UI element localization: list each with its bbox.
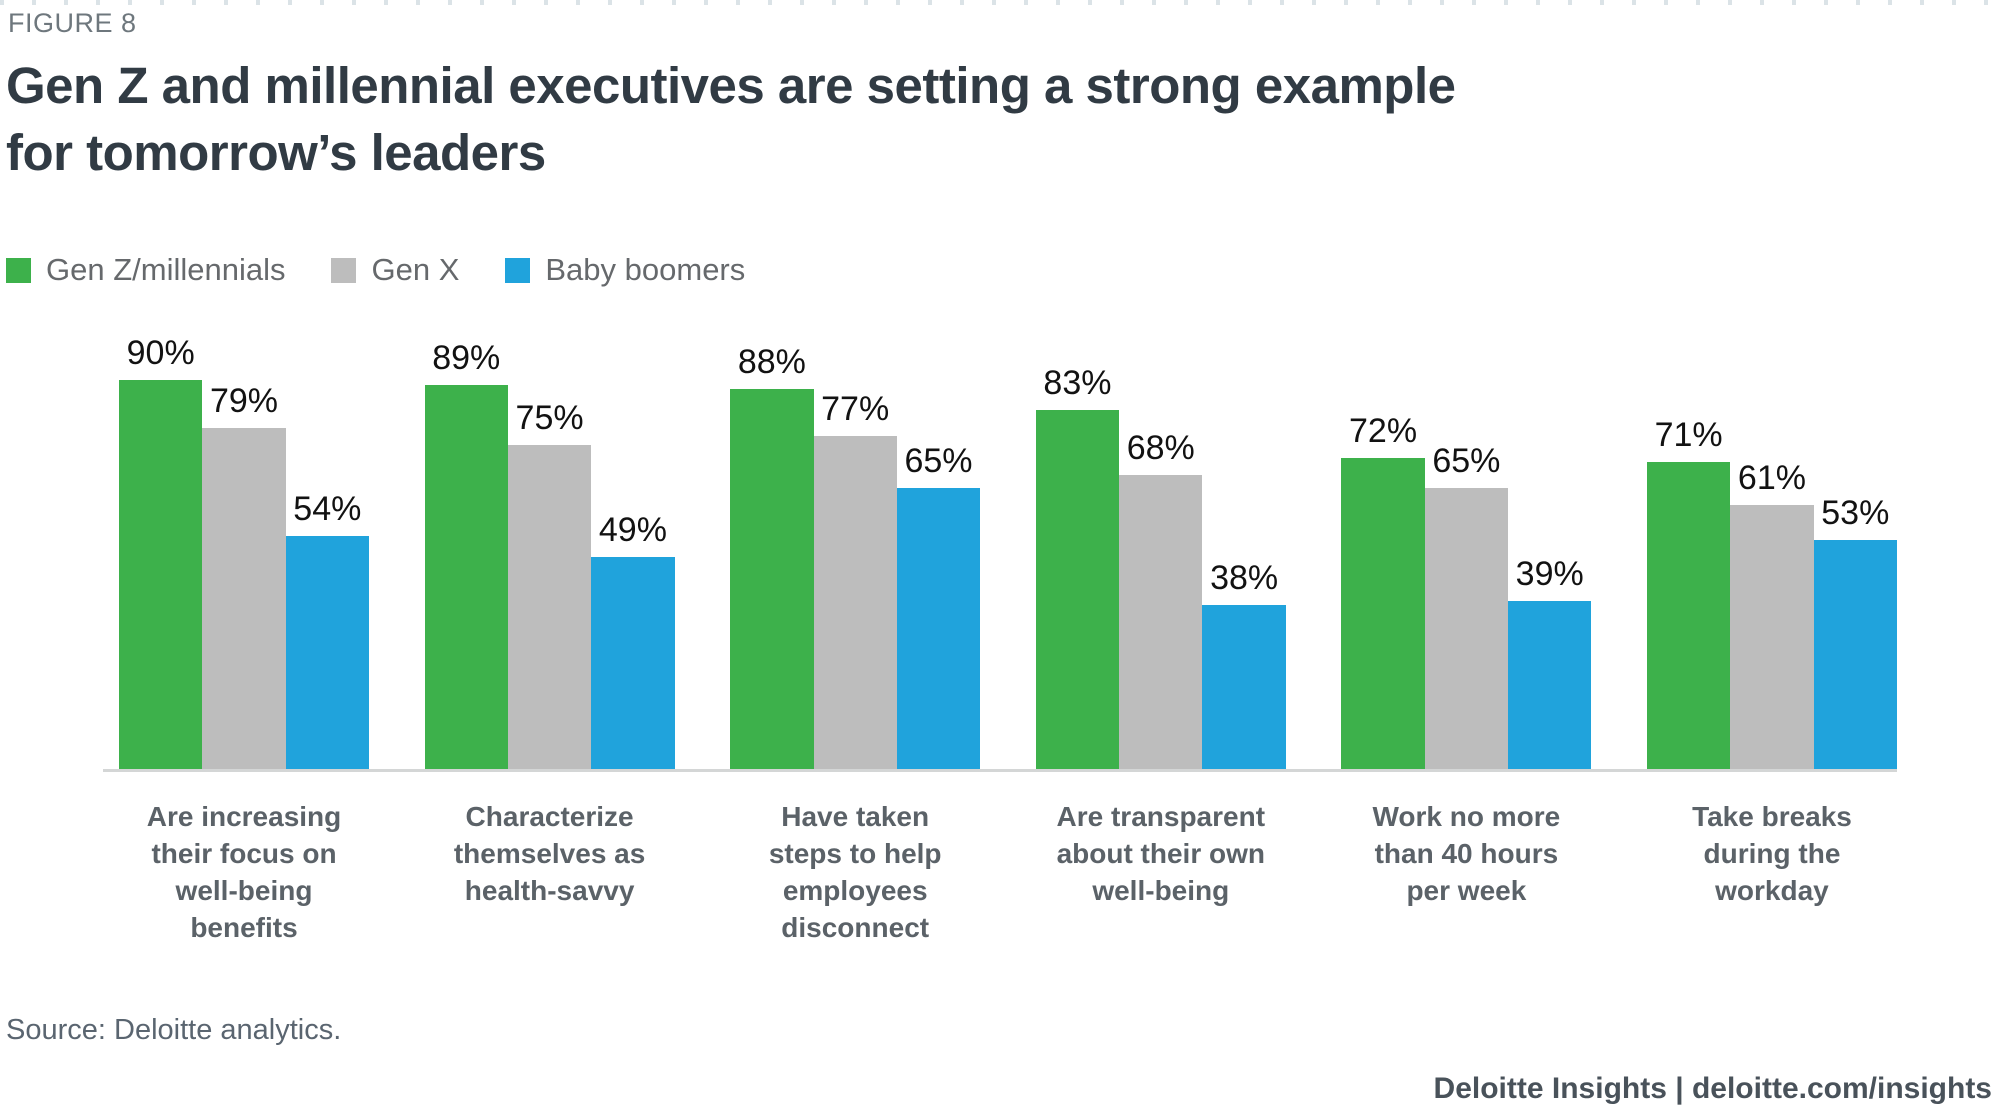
bar-value-label: 88% [737,343,806,381]
bar-value-label: 79% [209,382,279,420]
bar-value-label: 39% [1515,555,1584,593]
legend-swatch-green [6,257,31,283]
chart-title: Gen Z and millennial executives are sett… [6,57,1456,182]
legend-item-gen-x: Gen X [331,252,459,288]
bar: 72% [1341,412,1425,769]
bar-value-label: 77% [821,390,890,428]
bar-chart-plot-area: 90% 79% 54% 89% 75% 49% 88% 77% 65% 83% 68% 38% 72% 6… [103,334,1897,772]
bar: 79% [202,382,286,769]
bar: 61% [1730,459,1814,769]
category-label: Are increasing their focus on well-being… [146,801,342,943]
bar-value-label: 65% [1432,442,1501,480]
bar-value-label: 65% [904,442,973,480]
bar: 71% [1646,416,1731,769]
deloitte-insights-footer: Deloitte Insights | deloitte.com/insight… [1433,1072,1992,1105]
dotted-top-divider [0,0,2000,5]
category-label: Work no more than 40 hours per week [1372,801,1561,906]
bar: 53% [1813,494,1897,769]
bar-value-label: 71% [1654,416,1723,454]
legend-label: Gen X [371,252,460,287]
bar: 49% [591,511,675,769]
bar: 68% [1119,429,1203,769]
bar-value-label: 54% [293,490,362,528]
bar: 39% [1508,555,1592,769]
bar: 75% [507,399,592,769]
bar-value-label: 90% [126,334,195,372]
legend-label: Gen Z/millennials [46,252,286,287]
bar-value-label: 61% [1737,459,1806,497]
category-label: Take breaks during the workday [1692,801,1852,906]
source-note: Source: Deloitte analytics. [6,1014,342,1046]
legend-swatch-gray [331,257,357,283]
bar-group: 83% 68% 38% [1035,340,1286,769]
figure-number-label: FIGURE 8 [8,8,137,38]
bar: 89% [424,339,508,769]
bar: 77% [813,390,897,769]
category-label: Are transparent about their own well-bei… [1056,801,1266,906]
bar-value-label: 72% [1349,412,1418,450]
bar-group: 72% 65% 39% [1341,340,1592,769]
bar: 88% [730,343,814,769]
legend-label: Baby boomers [545,252,746,287]
bar-group: 88% 77% 65% [730,340,981,769]
bar: 38% [1202,559,1286,769]
bar: 90% [119,334,203,769]
category-label: Have taken steps to help employees disco… [768,801,942,943]
bar-value-label: 53% [1821,494,1890,532]
chart-legend: Gen Z/millennials Gen X Baby boomers [6,252,745,288]
bar-value-label: 49% [598,511,667,549]
bar-value-label: 83% [1043,364,1112,402]
bar-value-label: 75% [515,399,584,437]
bar-group: 71% 61% 53% [1646,340,1897,769]
bar-value-label: 38% [1210,559,1279,597]
legend-item-gen-z-millennials: Gen Z/millennials [6,252,285,288]
bar-value-label: 89% [432,339,501,377]
bar-group: 90% 79% 54% [119,334,369,769]
bar-value-label: 68% [1126,429,1195,467]
bar: 54% [285,490,369,769]
bar-group: 89% 75% 49% [424,339,675,769]
category-axis-labels: Are increasing their focus on well-being… [103,798,1897,946]
bar: 65% [896,442,981,769]
bar: 83% [1035,364,1120,769]
legend-swatch-blue [505,257,531,283]
bar: 65% [1424,442,1509,769]
category-label: Characterize themselves as health-savvy [453,801,646,906]
legend-item-baby-boomers: Baby boomers [505,252,745,288]
